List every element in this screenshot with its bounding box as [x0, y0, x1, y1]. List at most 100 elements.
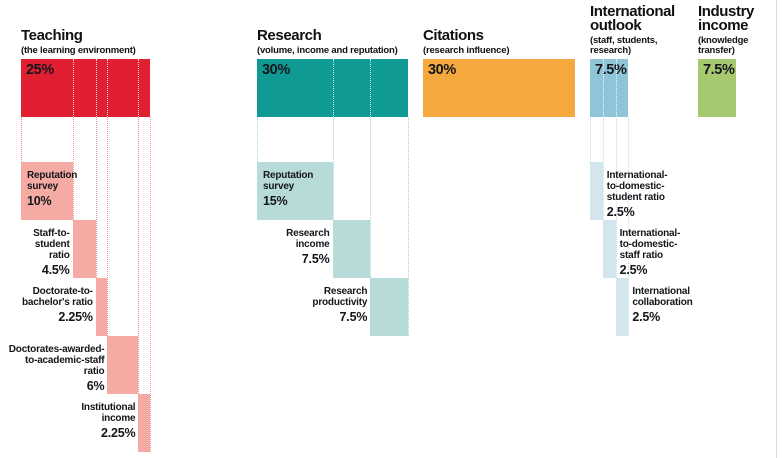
category-subtitle-line: (volume, income and reputation) [257, 45, 398, 56]
category-subtitle-line: (the learning environment) [21, 45, 136, 56]
sub-label-line: income [295, 239, 330, 250]
page-edge-line [776, 0, 777, 458]
main-block-international-outlook: 7.5% [590, 59, 629, 117]
main-block-divider-international-outlook-1 [615, 59, 617, 117]
sub-label-line: income [101, 413, 136, 424]
sub-label-pct-doctorates-awarded-to-academic-staff-ratio: 6% [86, 379, 105, 393]
sub-label-lines-international-to-domestic-student-ratio: International-to-domestic-student ratio [607, 170, 668, 203]
sub-label-institutional-income: Institutional income 2.25% [81, 402, 135, 440]
category-header-industry-income: Industry income (knowledge transfer) [698, 3, 754, 56]
category-title-teaching: Teaching [21, 27, 136, 44]
sub-label-line: survey [263, 181, 295, 192]
guide-line-teaching-3 [107, 117, 109, 394]
sub-label-international-collaboration: International collaboration 2.5% [632, 286, 692, 324]
sub-block-international-collaboration [615, 278, 629, 336]
main-weight-label-teaching: 25% [26, 62, 54, 78]
sub-label-line: collaboration [632, 297, 693, 308]
sub-label-line: Research [323, 286, 368, 297]
sub-label-reputation-survey: Reputation survey 15% [263, 170, 313, 208]
category-title-citations: Citations [423, 27, 509, 44]
sub-label-line: Research [286, 228, 330, 239]
sub-label-pct-international-to-domestic-student-ratio: 2.5% [606, 205, 635, 219]
category-title-line: outlook [590, 17, 642, 34]
sub-label-line: student [34, 239, 70, 250]
sub-label-research-income: Research income 7.5% [286, 228, 330, 266]
sub-block-research-productivity [370, 278, 409, 336]
sub-label-lines-doctorate-to-bachelor-s-ratio: Doctorate-to-bachelor's ratio [22, 286, 93, 308]
main-block-divider-research-1 [370, 59, 372, 117]
guide-line-research-3 [408, 117, 409, 336]
category-title-research: Research [257, 28, 398, 43]
guide-line-international-outlook-2 [615, 117, 617, 336]
sub-label-pct-doctorate-to-bachelor-s-ratio: 2.25% [58, 310, 93, 324]
sub-label-line: to-domestic- [606, 181, 665, 192]
main-weight-label-research: 30% [262, 62, 290, 78]
category-subtitle-line: research) [590, 45, 631, 56]
main-block-divider-research-0 [332, 59, 334, 117]
main-block-divider-teaching-1 [95, 59, 97, 117]
guide-line-research-1 [332, 117, 334, 278]
sub-label-lines-international-collaboration: International collaboration [632, 286, 692, 308]
sub-label-line: to-domestic- [619, 239, 678, 250]
main-block-divider-teaching-2 [107, 59, 109, 117]
sub-label-pct-reputation-survey: 15% [263, 194, 288, 208]
category-subtitle-line: (staff, students, [590, 35, 658, 46]
sub-label-lines-reputation-survey: Reputation survey [263, 170, 313, 192]
sub-block-international-to-domestic-student-ratio [590, 162, 603, 220]
sub-label-research-productivity: Research productivity 7.5% [312, 286, 367, 324]
sub-label-doctorate-to-bachelor-s-ratio: Doctorate-to-bachelor's ratio 2.25% [22, 286, 93, 324]
sub-label-pct-international-collaboration: 2.5% [632, 310, 661, 324]
category-subtitle-citations: (research influence) [423, 46, 509, 56]
sub-block-doctorates-awarded-to-academic-staff-ratio [107, 336, 139, 394]
main-weight-label-citations: 30% [428, 62, 456, 78]
category-subtitle-industry-income: (knowledge transfer) [698, 36, 754, 56]
category-subtitle-research: (volume, income and reputation) [257, 46, 398, 56]
guide-line-international-outlook-3 [628, 117, 630, 336]
main-block-divider-teaching-0 [72, 59, 74, 117]
sub-label-line: to-academic-staff [25, 355, 105, 366]
sub-label-lines-international-to-domestic-staff-ratio: International-to-domestic-staff ratio [620, 228, 681, 261]
category-header-citations: Citations (research influence) [423, 27, 509, 56]
sub-block-research-income [332, 220, 371, 278]
category-title-industry-income: Industry income [698, 3, 754, 34]
category-header-research: Research (volume, income and reputation) [257, 28, 398, 56]
sub-label-pct-staff-to-student-ratio: 4.5% [41, 263, 70, 277]
sub-label-line: productivity [312, 297, 368, 308]
category-subtitle-international-outlook: (staff, students, research) [590, 36, 675, 56]
sub-label-international-to-domestic-staff-ratio: International-to-domestic-staff ratio 2.5… [620, 228, 681, 277]
sub-label-lines-research-income: Research income [286, 228, 330, 250]
sub-label-line: International- [606, 170, 668, 181]
sub-label-lines-staff-to-student-ratio: Staff-to-student ratio [33, 228, 70, 261]
category-title-line: Industry [698, 3, 754, 20]
sub-label-pct-international-to-domestic-staff-ratio: 2.5% [619, 263, 648, 277]
guide-line-research-2 [370, 117, 372, 336]
sub-label-pct-research-productivity: 7.5% [339, 310, 368, 324]
sub-block-reputation-survey [257, 162, 333, 220]
main-block-teaching: 25% [21, 59, 150, 117]
sub-label-line: ratio [83, 366, 105, 377]
guide-line-teaching-4 [138, 117, 140, 452]
category-header-international-outlook: International outlook (staff, students, res… [590, 4, 675, 56]
category-title-line: income [698, 17, 749, 34]
main-block-research: 30% [257, 59, 408, 117]
category-title-line: Citations [423, 27, 484, 44]
category-title-international-outlook: International outlook [590, 4, 675, 34]
sub-label-line: Staff-to- [33, 228, 70, 239]
sub-label-line: Doctorates-awarded- [8, 344, 105, 355]
sub-label-line: Reputation [263, 170, 314, 181]
sub-block-reputation-survey [21, 162, 73, 220]
category-subtitle-line: transfer) [698, 45, 735, 56]
sub-label-line: survey [27, 181, 59, 192]
guide-line-teaching-2 [95, 117, 97, 336]
category-subtitle-line: (research influence) [423, 45, 510, 56]
main-block-citations: 30% [423, 59, 575, 117]
sub-label-line: Reputation [27, 170, 78, 181]
sub-block-institutional-income [138, 394, 150, 452]
sub-label-lines-institutional-income: Institutional income [81, 402, 135, 424]
category-subtitle-teaching: (the learning environment) [21, 46, 136, 56]
sub-label-line: bachelor's ratio [21, 297, 93, 308]
guide-line-international-outlook-1 [602, 117, 604, 278]
main-block-industry-income: 7.5% [698, 59, 736, 117]
category-title-line: Teaching [21, 27, 83, 44]
